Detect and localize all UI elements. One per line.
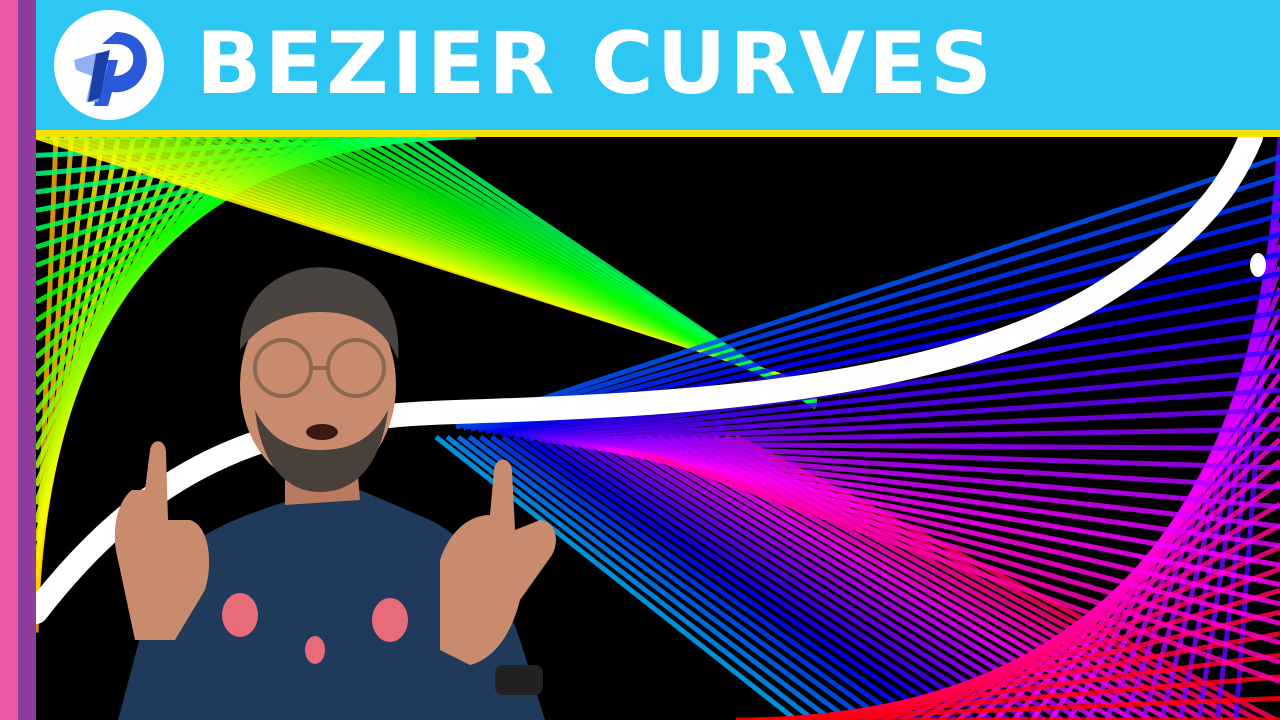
string-art-line [512, 434, 922, 720]
string-art-line [537, 368, 1280, 442]
string-art-line [772, 674, 1280, 720]
string-art-line [529, 348, 1280, 441]
string-art-line [567, 434, 1011, 720]
string-art-line [490, 434, 887, 720]
string-art-line [603, 446, 1280, 549]
string-art-line [545, 434, 976, 720]
string-art-line [534, 434, 958, 720]
string-art-line [596, 445, 1280, 529]
bezier-artwork [36, 137, 1280, 720]
rainbow-bezier-string-art-icon [36, 137, 1280, 720]
string-art-line [611, 447, 1280, 568]
string-art-line [618, 448, 1280, 587]
string-art-line [734, 434, 1278, 720]
string-art-line [574, 442, 1280, 471]
left-stripe-purple [18, 0, 36, 720]
string-art-line [544, 387, 1280, 443]
creative-coding-logo-icon [74, 32, 147, 106]
string-art-line [655, 454, 1280, 685]
string-art-line [501, 434, 905, 720]
string-art-line [523, 434, 940, 720]
left-stripe-pink [0, 0, 18, 720]
string-art-line [590, 434, 1047, 720]
string-art-line [589, 444, 1280, 510]
string-art-line [567, 441, 1280, 451]
bezier-curve [36, 137, 1263, 624]
string-art-line [754, 695, 1280, 720]
string-art-line [462, 174, 1280, 431]
title-banner-underline [36, 130, 1280, 137]
string-art-line [579, 434, 1029, 720]
string-art-line [581, 443, 1280, 490]
string-art-line [552, 407, 1280, 444]
page-title: BEZIER CURVES [196, 14, 995, 114]
string-art-line [414, 137, 818, 410]
string-art-line [455, 154, 1280, 430]
string-art-line [556, 434, 993, 720]
control-point [1250, 253, 1266, 277]
string-art-line [470, 193, 1280, 432]
string-art-line [522, 329, 1280, 440]
channel-logo [54, 10, 164, 120]
string-art-line [559, 426, 1280, 446]
title-banner [36, 0, 1280, 130]
